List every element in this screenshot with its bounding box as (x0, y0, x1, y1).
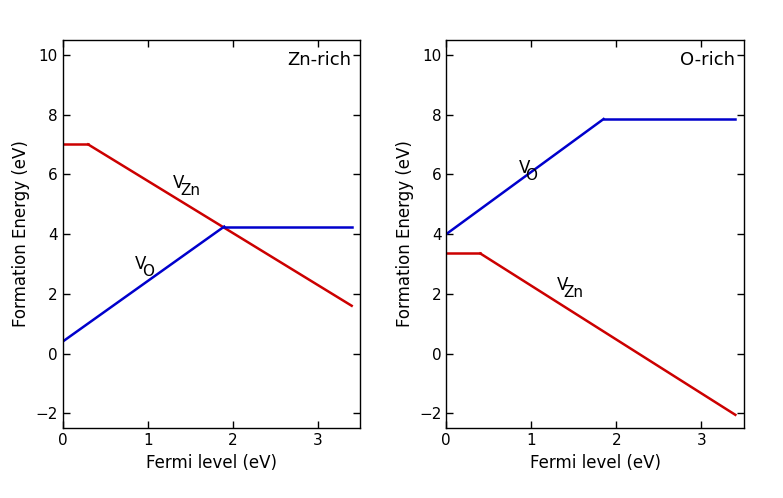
Text: O: O (525, 168, 537, 183)
X-axis label: Fermi level (eV): Fermi level (eV) (146, 454, 277, 472)
Text: V: V (518, 159, 530, 177)
Text: Zn: Zn (180, 183, 200, 198)
Text: O: O (142, 264, 153, 279)
Text: O-rich: O-rich (680, 51, 735, 70)
Y-axis label: Formation Energy (eV): Formation Energy (eV) (12, 140, 30, 328)
Text: V: V (135, 255, 146, 273)
X-axis label: Fermi level (eV): Fermi level (eV) (529, 454, 661, 472)
Text: V: V (557, 276, 568, 294)
Y-axis label: Formation Energy (eV): Formation Energy (eV) (395, 140, 413, 328)
Text: V: V (173, 174, 185, 192)
Text: Zn-rich: Zn-rich (287, 51, 352, 70)
Text: Zn: Zn (564, 285, 583, 300)
